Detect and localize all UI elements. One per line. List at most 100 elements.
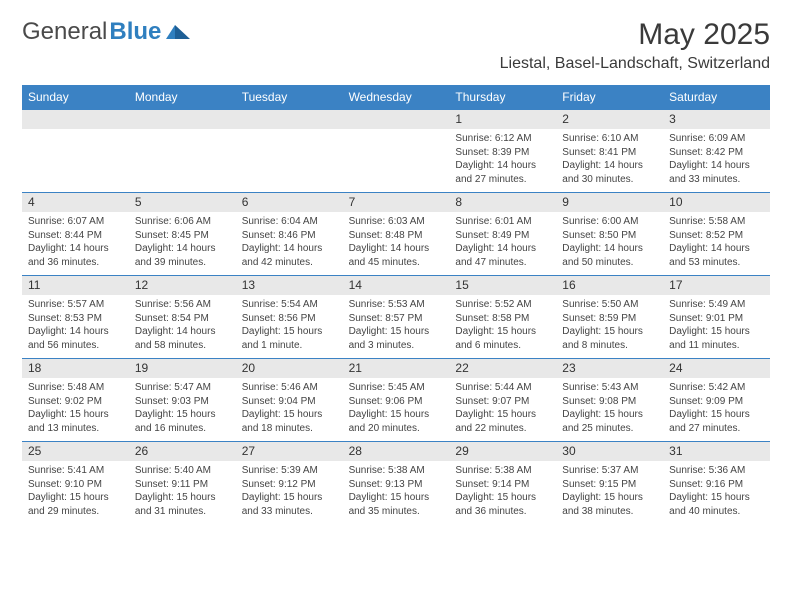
day-number: 30 (556, 442, 663, 461)
day-number: 24 (663, 359, 770, 378)
day-body: Sunrise: 6:07 AMSunset: 8:44 PMDaylight:… (22, 212, 129, 275)
day-number: 23 (556, 359, 663, 378)
sunrise-text: Sunrise: 5:54 AM (242, 298, 337, 312)
day-number: 25 (22, 442, 129, 461)
sunset-text: Sunset: 8:39 PM (455, 146, 550, 160)
brand-name-a: General (22, 18, 107, 46)
sunrise-text: Sunrise: 6:01 AM (455, 215, 550, 229)
sunrise-text: Sunrise: 5:36 AM (669, 464, 764, 478)
sunset-text: Sunset: 9:09 PM (669, 395, 764, 409)
sunrise-text: Sunrise: 5:43 AM (562, 381, 657, 395)
sunrise-text: Sunrise: 6:03 AM (349, 215, 444, 229)
day-body: Sunrise: 5:49 AMSunset: 9:01 PMDaylight:… (663, 295, 770, 358)
dow-sunday: Sunday (22, 85, 129, 109)
day-body: Sunrise: 5:39 AMSunset: 9:12 PMDaylight:… (236, 461, 343, 524)
day-body: Sunrise: 5:52 AMSunset: 8:58 PMDaylight:… (449, 295, 556, 358)
sunset-text: Sunset: 9:03 PM (135, 395, 230, 409)
sunset-text: Sunset: 8:56 PM (242, 312, 337, 326)
location-text: Liestal, Basel-Landschaft, Switzerland (500, 55, 770, 73)
sunset-text: Sunset: 9:13 PM (349, 478, 444, 492)
day-body: Sunrise: 5:54 AMSunset: 8:56 PMDaylight:… (236, 295, 343, 358)
title-block: May 2025 Liestal, Basel-Landschaft, Swit… (500, 18, 770, 73)
day-body (129, 129, 236, 192)
day-number: 22 (449, 359, 556, 378)
day-body: Sunrise: 5:56 AMSunset: 8:54 PMDaylight:… (129, 295, 236, 358)
day-number: 8 (449, 193, 556, 212)
calendar-week: 123Sunrise: 6:12 AMSunset: 8:39 PMDaylig… (22, 109, 770, 192)
daylight-text: Daylight: 15 hours and 35 minutes. (349, 491, 444, 518)
day-number: 16 (556, 276, 663, 295)
day-body: Sunrise: 5:44 AMSunset: 9:07 PMDaylight:… (449, 378, 556, 441)
day-body: Sunrise: 5:45 AMSunset: 9:06 PMDaylight:… (343, 378, 450, 441)
daylight-text: Daylight: 14 hours and 56 minutes. (28, 325, 123, 352)
day-body: Sunrise: 5:41 AMSunset: 9:10 PMDaylight:… (22, 461, 129, 524)
day-number: 10 (663, 193, 770, 212)
day-number (343, 110, 450, 129)
daylight-text: Daylight: 14 hours and 53 minutes. (669, 242, 764, 269)
day-number: 19 (129, 359, 236, 378)
day-number: 20 (236, 359, 343, 378)
day-number-row: 18192021222324 (22, 359, 770, 378)
daylight-text: Daylight: 15 hours and 36 minutes. (455, 491, 550, 518)
daylight-text: Daylight: 15 hours and 1 minute. (242, 325, 337, 352)
day-body-row: Sunrise: 5:57 AMSunset: 8:53 PMDaylight:… (22, 295, 770, 358)
sunset-text: Sunset: 8:52 PM (669, 229, 764, 243)
day-body: Sunrise: 5:50 AMSunset: 8:59 PMDaylight:… (556, 295, 663, 358)
daylight-text: Daylight: 14 hours and 39 minutes. (135, 242, 230, 269)
day-number-row: 11121314151617 (22, 276, 770, 295)
sunrise-text: Sunrise: 6:06 AM (135, 215, 230, 229)
daylight-text: Daylight: 15 hours and 29 minutes. (28, 491, 123, 518)
sunset-text: Sunset: 9:10 PM (28, 478, 123, 492)
day-number: 4 (22, 193, 129, 212)
sunrise-text: Sunrise: 5:46 AM (242, 381, 337, 395)
sunrise-text: Sunrise: 5:50 AM (562, 298, 657, 312)
day-body: Sunrise: 6:00 AMSunset: 8:50 PMDaylight:… (556, 212, 663, 275)
day-body: Sunrise: 5:47 AMSunset: 9:03 PMDaylight:… (129, 378, 236, 441)
day-body: Sunrise: 5:43 AMSunset: 9:08 PMDaylight:… (556, 378, 663, 441)
day-number: 15 (449, 276, 556, 295)
logo-mark-icon (166, 18, 192, 46)
daylight-text: Daylight: 14 hours and 27 minutes. (455, 159, 550, 186)
sunset-text: Sunset: 8:54 PM (135, 312, 230, 326)
day-body (22, 129, 129, 192)
sunset-text: Sunset: 9:12 PM (242, 478, 337, 492)
day-body: Sunrise: 5:40 AMSunset: 9:11 PMDaylight:… (129, 461, 236, 524)
sunrise-text: Sunrise: 5:41 AM (28, 464, 123, 478)
sunrise-text: Sunrise: 6:10 AM (562, 132, 657, 146)
day-body: Sunrise: 5:38 AMSunset: 9:13 PMDaylight:… (343, 461, 450, 524)
day-body: Sunrise: 6:06 AMSunset: 8:45 PMDaylight:… (129, 212, 236, 275)
sunrise-text: Sunrise: 5:44 AM (455, 381, 550, 395)
sunset-text: Sunset: 9:08 PM (562, 395, 657, 409)
day-body: Sunrise: 5:38 AMSunset: 9:14 PMDaylight:… (449, 461, 556, 524)
header: GeneralBlue May 2025 Liestal, Basel-Land… (22, 18, 770, 73)
daylight-text: Daylight: 15 hours and 8 minutes. (562, 325, 657, 352)
day-body (236, 129, 343, 192)
day-number: 21 (343, 359, 450, 378)
day-body: Sunrise: 6:04 AMSunset: 8:46 PMDaylight:… (236, 212, 343, 275)
sunrise-text: Sunrise: 6:07 AM (28, 215, 123, 229)
day-body: Sunrise: 5:48 AMSunset: 9:02 PMDaylight:… (22, 378, 129, 441)
sunset-text: Sunset: 9:01 PM (669, 312, 764, 326)
sunrise-text: Sunrise: 5:42 AM (669, 381, 764, 395)
sunrise-text: Sunrise: 5:57 AM (28, 298, 123, 312)
sunset-text: Sunset: 8:59 PM (562, 312, 657, 326)
day-number: 27 (236, 442, 343, 461)
day-number: 3 (663, 110, 770, 129)
calendar-week: 11121314151617Sunrise: 5:57 AMSunset: 8:… (22, 275, 770, 358)
day-body: Sunrise: 6:09 AMSunset: 8:42 PMDaylight:… (663, 129, 770, 192)
day-number: 31 (663, 442, 770, 461)
daylight-text: Daylight: 14 hours and 58 minutes. (135, 325, 230, 352)
daylight-text: Daylight: 15 hours and 13 minutes. (28, 408, 123, 435)
dow-saturday: Saturday (663, 85, 770, 109)
sunset-text: Sunset: 9:16 PM (669, 478, 764, 492)
day-body: Sunrise: 6:10 AMSunset: 8:41 PMDaylight:… (556, 129, 663, 192)
daylight-text: Daylight: 14 hours and 30 minutes. (562, 159, 657, 186)
sunset-text: Sunset: 8:42 PM (669, 146, 764, 160)
day-of-week-header: Sunday Monday Tuesday Wednesday Thursday… (22, 85, 770, 109)
calendar-week: 45678910Sunrise: 6:07 AMSunset: 8:44 PMD… (22, 192, 770, 275)
sunrise-text: Sunrise: 5:53 AM (349, 298, 444, 312)
daylight-text: Daylight: 15 hours and 31 minutes. (135, 491, 230, 518)
day-body: Sunrise: 5:57 AMSunset: 8:53 PMDaylight:… (22, 295, 129, 358)
sunset-text: Sunset: 9:15 PM (562, 478, 657, 492)
sunset-text: Sunset: 9:14 PM (455, 478, 550, 492)
